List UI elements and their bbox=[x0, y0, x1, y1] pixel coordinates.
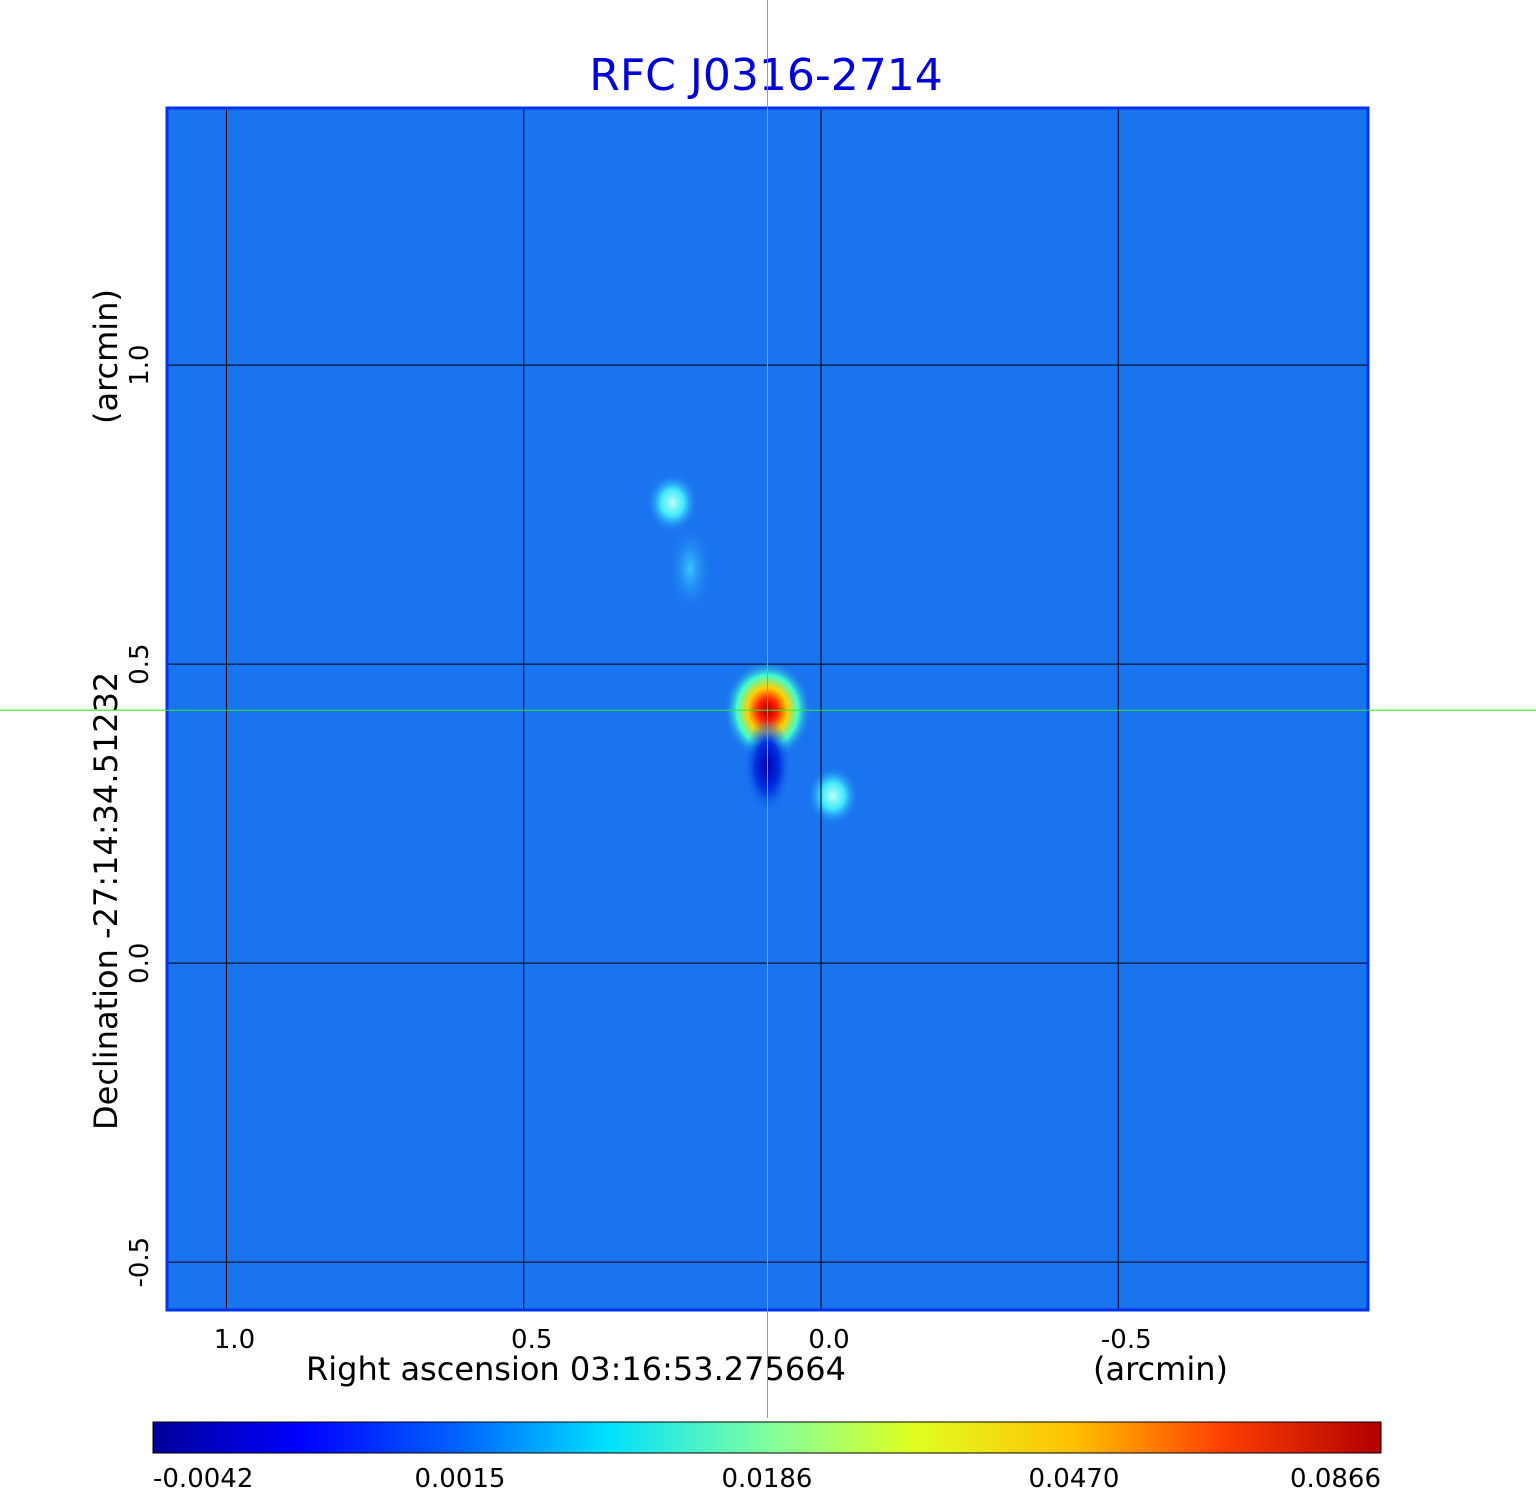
y-tick-label: 0.5 bbox=[125, 643, 155, 684]
y-tick-labels: 1.0 0.5 0.0 -0.5 bbox=[125, 344, 155, 1287]
y-tick-label: -0.5 bbox=[125, 1237, 155, 1288]
colorbar bbox=[152, 1421, 1382, 1454]
crosshair bbox=[0, 0, 1536, 1418]
colorbar-tick-label: 0.0015 bbox=[415, 1464, 506, 1494]
x-tick-label: 0.5 bbox=[511, 1325, 552, 1355]
image-feature-2 bbox=[806, 765, 859, 826]
colorbar-tick-label: -0.0042 bbox=[153, 1464, 253, 1494]
x-axis-unit: (arcmin) bbox=[1093, 1350, 1228, 1388]
y-tick-label: 0.0 bbox=[125, 943, 155, 984]
x-tick-label: -0.5 bbox=[1101, 1325, 1152, 1355]
colorbar-tick-labels: -0.0042 0.0015 0.0186 0.0470 0.0866 bbox=[153, 1464, 1381, 1494]
y-axis-label: Declination -27:14:34.51232 bbox=[87, 672, 125, 1130]
x-tick-label: 1.0 bbox=[214, 1325, 255, 1355]
x-axis-label: Right ascension 03:16:53.275664 bbox=[306, 1350, 846, 1388]
chart-title: RFC J0316-2714 bbox=[589, 50, 942, 101]
colorbar-tick-label: 0.0866 bbox=[1290, 1464, 1381, 1494]
colorbar-tick-label: 0.0186 bbox=[722, 1464, 813, 1494]
y-tick-label: 1.0 bbox=[125, 344, 155, 385]
x-tick-label: 0.0 bbox=[808, 1325, 849, 1355]
y-axis-unit: (arcmin) bbox=[87, 289, 125, 424]
grid bbox=[167, 108, 1368, 1310]
image-feature-3 bbox=[668, 523, 713, 614]
x-tick-labels: 1.0 0.5 0.0 -0.5 bbox=[214, 1325, 1152, 1355]
colorbar-tick-label: 0.0470 bbox=[1029, 1464, 1120, 1494]
image-feature-1 bbox=[646, 472, 699, 533]
